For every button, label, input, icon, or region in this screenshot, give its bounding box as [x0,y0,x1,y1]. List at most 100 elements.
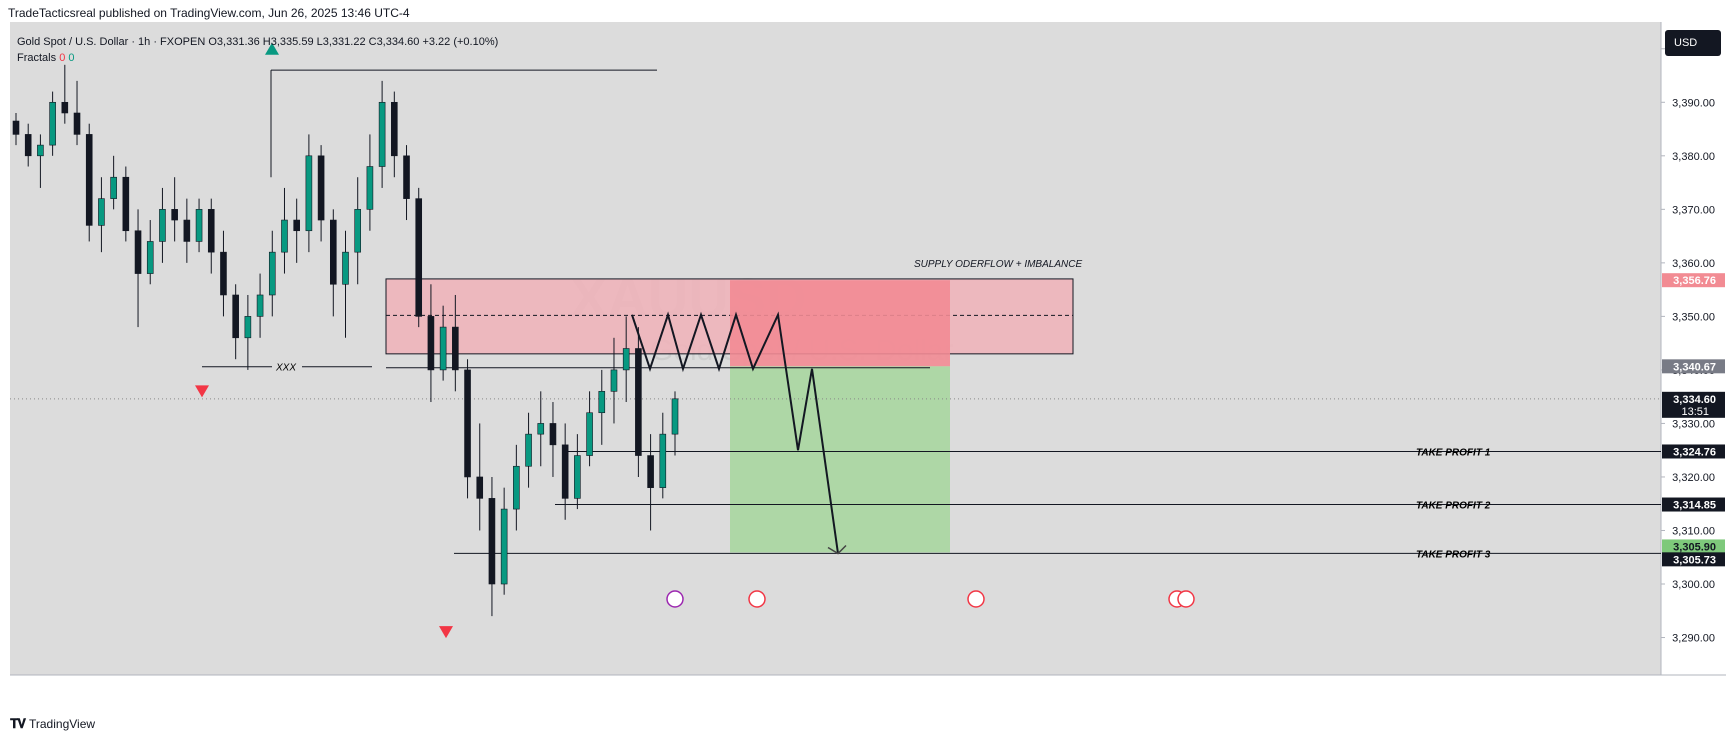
price-label-text: 3,340.67 [1673,361,1716,373]
currency-button[interactable]: USD [1665,30,1721,56]
candle-body[interactable] [561,444,569,499]
candle-body[interactable] [159,209,166,242]
candle-body[interactable] [427,316,435,371]
candle-body[interactable] [110,176,117,199]
price-axis-label: 3,390.00 [1672,97,1715,109]
candle-body[interactable] [622,348,630,371]
price-label-target[interactable] [1662,539,1725,554]
indicator-value-up: 0 [68,52,75,64]
candle-body[interactable] [61,101,69,114]
candle-body[interactable] [317,155,325,221]
candle-body[interactable] [85,134,93,226]
price-axis-label: 3,360.00 [1672,258,1715,270]
candle-body[interactable] [24,134,32,157]
candle-body[interactable] [464,369,471,478]
price-label-text: 3,334.60 [1673,394,1716,406]
candle-body[interactable] [98,198,105,226]
price-axis[interactable] [1661,22,1726,675]
candle-body[interactable] [49,101,56,146]
candle-body[interactable] [256,294,264,317]
candle-body[interactable] [439,326,447,371]
us-flag-event-icon[interactable] [967,590,985,608]
candle-body[interactable] [659,433,667,488]
take-profit-label-1: TAKE PROFIT 1 [1416,447,1491,458]
candle-body[interactable] [671,398,679,435]
chart-legend: Gold Spot / U.S. Dollar · 1h · FXOPEN O3… [17,34,498,66]
price-label-last[interactable] [1662,391,1725,418]
candle-body[interactable] [598,391,606,414]
candle-body[interactable] [354,209,362,253]
candle-body[interactable] [268,251,276,296]
candle-body[interactable] [232,294,239,339]
tradingview-logo-icon: 𝐓𝐕 [10,716,26,731]
candle-body[interactable] [146,241,154,274]
candle-body[interactable] [207,209,215,253]
short-risk-zone[interactable] [730,280,950,367]
candle-body[interactable] [171,209,178,221]
candle-body[interactable] [342,251,349,285]
fractal-marker-down [195,385,209,398]
candle-body[interactable] [635,348,642,456]
price-chart[interactable]: XAUUSDGold Spot / U.S. DollarSUPPLY ODER… [10,22,1726,682]
candle-body[interactable] [195,209,203,242]
candle-body[interactable] [366,166,374,210]
candle-body[interactable] [476,476,484,499]
candle-body[interactable] [500,508,508,585]
legend-high: H3,335.59 [262,36,314,48]
candle-body[interactable] [574,455,581,499]
fractal-marker-down [439,626,453,639]
candle-body[interactable] [647,455,654,488]
candle-body[interactable] [513,465,520,510]
indicator-name[interactable]: Fractals [17,52,57,64]
price-label-text: 3,356.76 [1673,275,1716,287]
price-label-tp[interactable] [1662,497,1725,512]
candle-body[interactable] [537,423,545,435]
candle-body[interactable] [281,219,288,253]
candle-body[interactable] [415,198,423,317]
candle-body[interactable] [549,423,557,446]
legend-indicator-row: Fractals 0 0 [17,50,498,66]
candle-body[interactable] [37,144,44,157]
lightning-event-icon[interactable] [666,590,684,608]
legend-change: +3.22 (+0.10%) [422,36,499,48]
price-label-text: 3,314.85 [1673,500,1716,512]
candle-body[interactable] [293,219,300,232]
candle-body[interactable] [329,219,337,285]
candle-body[interactable] [122,176,130,232]
candle-body[interactable] [305,155,313,232]
candle-body[interactable] [244,316,252,339]
legend-close: C3,334.60 [368,36,420,48]
price-label-zone[interactable] [1662,273,1725,288]
supply-zone[interactable] [385,278,1074,355]
candle-body[interactable] [134,230,142,274]
candle-body[interactable] [73,112,81,135]
price-axis-label: 3,300.00 [1672,579,1715,591]
candle-body[interactable] [452,326,459,371]
price-label-text: 3,305.90 [1673,541,1716,553]
candle-body[interactable] [586,412,593,456]
candle-body[interactable] [525,433,532,467]
legend-open: O3,331.36 [208,36,260,48]
candle-body[interactable] [183,219,191,242]
indicator-value-down: 0 [59,52,66,64]
projected-price-path[interactable] [631,311,839,554]
candle-body[interactable] [391,101,398,157]
candle-body[interactable] [378,101,386,167]
us-flag-event-icon[interactable] [1177,590,1195,608]
price-label-tp[interactable] [1662,552,1725,567]
price-axis-label: 3,310.00 [1672,525,1715,537]
candle-body[interactable] [488,498,496,585]
countdown-label: 13:51 [1681,406,1709,418]
legend-symbol[interactable]: Gold Spot / U.S. Dollar · 1h · FXOPEN [17,36,206,48]
price-label-tp[interactable] [1662,444,1725,459]
price-label-entry[interactable] [1662,359,1725,374]
short-reward-zone[interactable] [730,366,950,553]
brand-name: TradingView [29,717,96,731]
price-axis-label: 3,370.00 [1672,204,1715,216]
candle-body[interactable] [610,369,618,392]
candle-body[interactable] [403,155,410,199]
candle-body[interactable] [220,251,227,296]
us-flag-event-icon[interactable] [748,590,766,608]
price-axis-label: 3,350.00 [1672,311,1715,323]
candle-body[interactable] [12,120,20,135]
